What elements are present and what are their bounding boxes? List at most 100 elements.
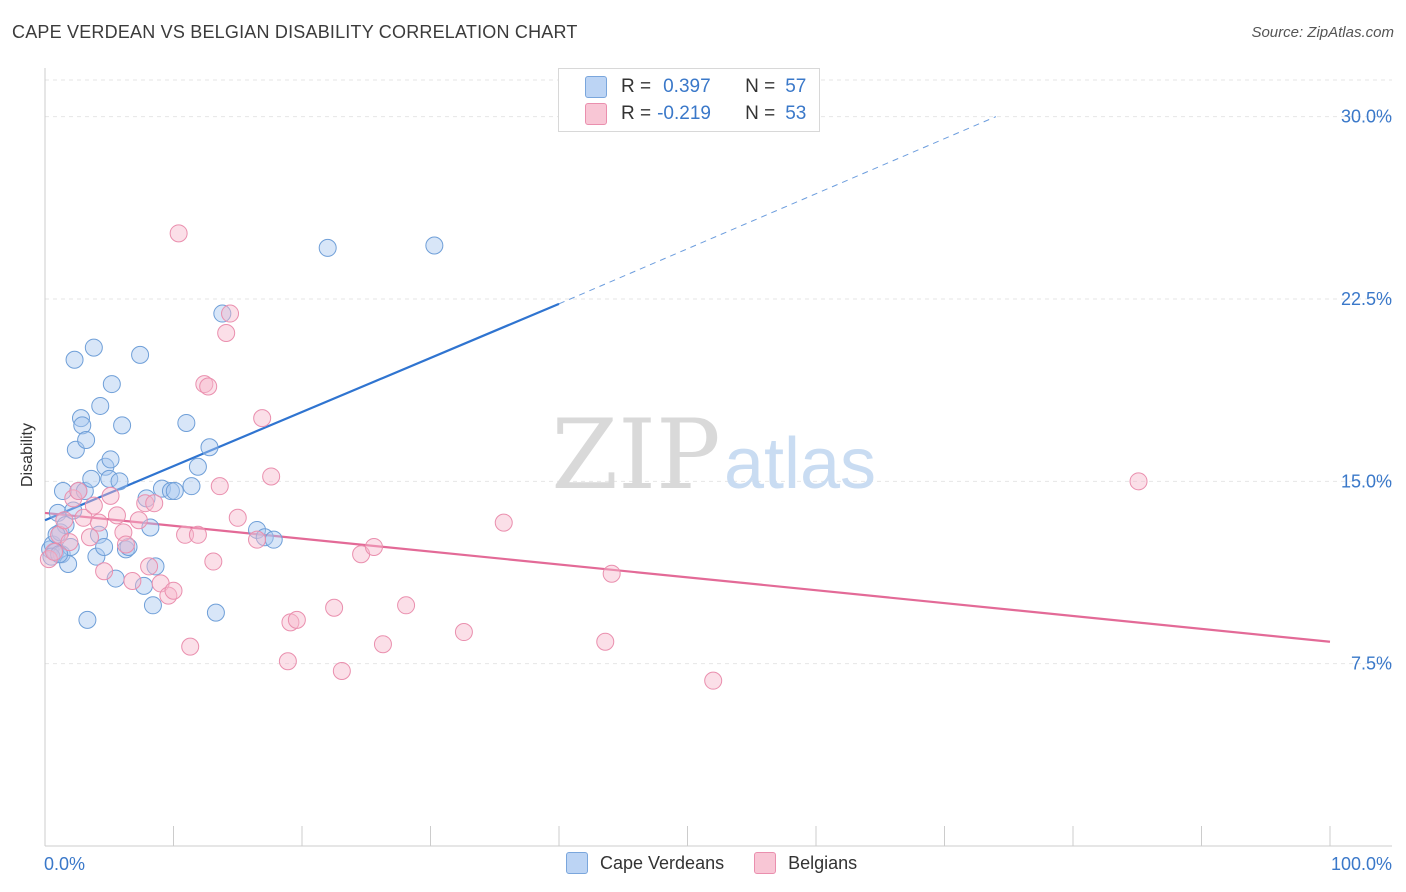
legend-item-belgians: Belgians (754, 852, 857, 874)
belgian-point (55, 511, 74, 530)
pink-swatch (754, 852, 777, 874)
belgian-point (176, 525, 195, 544)
cape-verdean-point (119, 537, 138, 556)
belgian-point (60, 533, 79, 552)
belgian-point (325, 598, 344, 617)
cape-verdean-point (73, 416, 92, 435)
cape-verdean-point (182, 477, 201, 496)
cape-verdean-point (77, 430, 96, 449)
cape-verdean-point (82, 469, 101, 488)
belgian-point (596, 632, 615, 651)
belgian-point (287, 610, 306, 629)
cape-verdean-point (143, 596, 162, 615)
legend-row-cape-verdeans: R = 0.397 N = 57 (559, 73, 806, 101)
series-legend: Cape Verdeans Belgians (566, 852, 887, 874)
cape-verdean-point (165, 482, 184, 501)
belgian-point (129, 511, 148, 530)
cape-verdean-point (425, 236, 444, 255)
belgian-point (204, 552, 223, 571)
y-tick-label: 7.5% (1351, 654, 1392, 674)
belgian-point (1129, 472, 1148, 491)
belgian-point (123, 571, 142, 590)
belgian-point (494, 513, 513, 532)
belgian-point (454, 623, 473, 642)
cape-verdean-point (78, 610, 97, 629)
blue-swatch (585, 76, 607, 98)
belgian-point (116, 535, 135, 554)
trend-lines (44, 116, 1331, 643)
cape-verdean-point (71, 409, 90, 428)
n-value: 53 (785, 103, 807, 124)
belgian-point (84, 496, 103, 515)
belgian-point (140, 557, 159, 576)
cape-verdean-point (113, 416, 132, 435)
legend-label: Cape Verdeans (600, 852, 725, 873)
y-tick-label: 15.0% (1341, 471, 1392, 491)
belgian-point (101, 486, 120, 505)
belgian-point (145, 494, 164, 513)
legend-item-cape-verdeans: Cape Verdeans (566, 852, 724, 874)
n-label: N = (745, 76, 776, 97)
n-label: N = (745, 103, 776, 124)
belgian-trend-line (44, 511, 1331, 643)
belgian-point (228, 508, 247, 527)
belgian-point (364, 537, 383, 556)
belgian-point (89, 513, 108, 532)
belgian-point (159, 586, 178, 605)
cape-verdean-point (102, 375, 121, 394)
cape-verdean-point (95, 537, 114, 556)
belgian-point (373, 635, 392, 654)
cape-verdean-point (53, 482, 72, 501)
belgian-point (44, 542, 63, 561)
source-label: Source: ZipAtlas.com (1251, 24, 1394, 41)
cape-verdean-point (146, 557, 165, 576)
belgian-point (262, 467, 281, 486)
gridlines (45, 79, 1392, 665)
cape-verdean-point (65, 350, 84, 369)
x-tick-label: 0.0% (44, 854, 85, 874)
belgian-point (278, 652, 297, 671)
belgian-point (332, 661, 351, 680)
legend-label: Belgians (788, 852, 858, 873)
belgian-point (188, 525, 207, 544)
watermark-atlas: atlas (724, 424, 876, 504)
cape-verdean-point (264, 530, 283, 549)
axes (44, 68, 1392, 847)
y-tick-label: 30.0% (1341, 107, 1392, 127)
belgian-point (199, 377, 218, 396)
belgian-point (602, 564, 621, 583)
r-label: R = (621, 103, 652, 124)
belgian-point (107, 506, 126, 525)
cape-verdean-point (248, 520, 267, 539)
belgian-point (253, 409, 272, 428)
tick-labels: 7.5% 15.0% 22.5% 30.0% 0.0% 100.0% (44, 107, 1392, 874)
belgian-point (169, 224, 188, 243)
belgian-point (210, 477, 229, 496)
belgian-point (221, 304, 240, 323)
cape-verdean-point (101, 450, 120, 469)
cape-verdean-point (87, 547, 106, 566)
pink-swatch (585, 103, 607, 125)
belgian-point (181, 637, 200, 656)
y-tick-label: 22.5% (1341, 289, 1392, 309)
belgian-point (217, 324, 236, 343)
cape-verdean-point (131, 345, 150, 364)
chart-title: CAPE VERDEAN VS BELGIAN DISABILITY CORRE… (12, 22, 578, 42)
cape-verdean-point (177, 413, 196, 432)
cape-verdean-point (200, 438, 219, 457)
cape-verdean-point (91, 396, 110, 415)
correlation-legend: R = 0.397 N = 57 R = -0.219 N = 53 (558, 68, 820, 132)
legend-row-belgians: R = -0.219 N = 53 (559, 100, 806, 128)
belgian-point (248, 530, 267, 549)
data-points (39, 224, 1148, 690)
cape-verdean-point (50, 545, 69, 564)
belgian-point (95, 562, 114, 581)
r-value: -0.219 (657, 103, 711, 124)
cape-verdean-point (84, 338, 103, 357)
belgian-point (50, 525, 69, 544)
cape-verdean-trend-line (44, 302, 560, 522)
r-value: 0.397 (663, 76, 711, 97)
belgian-point (397, 596, 416, 615)
n-value: 57 (785, 76, 807, 97)
belgian-point (704, 671, 723, 690)
